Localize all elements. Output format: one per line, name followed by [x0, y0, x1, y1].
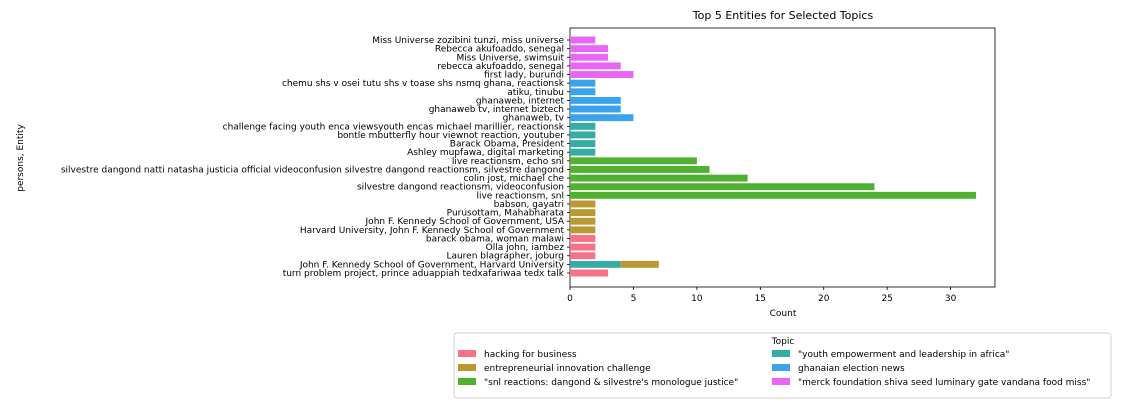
bar	[570, 105, 621, 113]
legend-label: ghanaian election news	[798, 364, 905, 374]
x-tick-label: 10	[691, 294, 703, 304]
bars-group	[570, 36, 976, 277]
x-tick-label: 20	[818, 294, 830, 304]
y-tick-label: chemu shs v osei tutu shs v toase shs ns…	[282, 79, 565, 89]
bar	[570, 252, 596, 260]
y-tick-label: Ashley mupfawa, digital marketing	[407, 148, 564, 158]
x-tick-label: 25	[881, 294, 892, 304]
x-tick-label: 30	[945, 294, 957, 304]
y-tick-label: colin jost, michael che	[464, 174, 565, 184]
y-tick-label: Lauren blagrapher, joburg	[446, 252, 564, 262]
y-tick-label: rebecca akufoaddo, senegal	[437, 62, 564, 72]
y-tick-label: Barack Obama, President	[450, 140, 565, 150]
bar	[570, 36, 596, 44]
bar	[570, 269, 609, 277]
legend-items: hacking for business entrepreneurial inno…	[458, 350, 1090, 388]
x-axis-title: Count	[770, 309, 797, 319]
y-tick-label: ghanaweb, internet	[476, 96, 565, 106]
bar	[570, 235, 596, 242]
legend-label: "merck foundation shiva seed luminary ga…	[798, 378, 1090, 388]
chart-title: Top 5 Entities for Selected Topics	[692, 9, 874, 22]
x-ticks: 0 5 10 15 20 25 30	[567, 287, 957, 304]
bar	[570, 226, 596, 234]
bar	[620, 260, 659, 268]
legend-swatch	[772, 350, 790, 357]
bar	[570, 183, 875, 191]
legend-swatch	[772, 378, 790, 385]
y-tick-label: ghanaweb tv, internet biztech	[429, 105, 564, 115]
bar	[570, 88, 596, 96]
legend-title: Topic	[771, 337, 795, 347]
y-tick-label: John F. Kennedy School of Government, US…	[365, 217, 565, 227]
y-tick-label: challenge facing youth enca viewsyouth e…	[223, 122, 565, 132]
legend-label: entrepreneurial innovation challenge	[484, 364, 651, 374]
bar	[570, 114, 634, 122]
y-tick-label: Rebecca akufoaddo, senegal	[435, 45, 564, 55]
y-tick-label: Miss Universe, swimsuit	[456, 53, 564, 63]
y-tick-label: live reactionsm, echo snl	[452, 157, 564, 167]
bar	[570, 45, 609, 53]
bar	[570, 79, 596, 87]
bar	[570, 140, 596, 148]
bar	[570, 122, 596, 130]
bar	[570, 174, 748, 182]
bar	[570, 165, 710, 173]
y-tick-labels: Miss Universe zozibini tunzi, miss unive…	[61, 36, 570, 279]
y-tick-label: Olla john, iambez	[486, 243, 565, 253]
y-tick-label: silvestre dangond reactionsm, videoconfu…	[357, 183, 564, 193]
legend-swatch	[458, 350, 476, 357]
bar	[570, 148, 596, 156]
y-tick-label: ghanaweb, tv	[503, 114, 565, 124]
bar	[570, 71, 634, 78]
legend-label: "snl reactions: dangond & silvestre's mo…	[484, 378, 738, 388]
y-tick-label: live reactionsm, snl	[476, 191, 564, 201]
x-tick-label: 15	[755, 294, 766, 304]
bar	[570, 209, 596, 217]
bar	[570, 53, 609, 61]
y-tick-label: Harvard University, John F. Kennedy Scho…	[300, 226, 565, 236]
bar	[570, 191, 976, 199]
legend: Topic hacking for business entrepreneuria…	[453, 332, 1112, 399]
legend-swatch	[458, 378, 476, 385]
y-tick-label: silvestre dangond natti natasha justicia…	[61, 165, 564, 175]
y-tick-label: Purusottam, Mahabharata	[447, 209, 564, 219]
legend-label: "youth empowerment and leadership in afr…	[798, 350, 1009, 360]
bar	[570, 260, 621, 268]
bar	[570, 157, 697, 165]
x-tick-label: 0	[567, 294, 573, 304]
legend-swatch	[458, 364, 476, 371]
bar	[570, 200, 596, 208]
legend-swatch	[772, 364, 790, 371]
y-tick-label: turn problem project, prince aduappiah t…	[283, 269, 565, 279]
y-tick-label: babson, gayatri	[494, 200, 564, 210]
bar	[570, 131, 596, 139]
y-tick-label: barack obama, woman malawi	[426, 234, 564, 244]
y-tick-label: Miss Universe zozibini tunzi, miss unive…	[372, 36, 564, 46]
x-tick-label: 5	[631, 294, 637, 304]
bar	[570, 243, 596, 251]
y-tick-label: atiku, tinubu	[507, 88, 564, 98]
y-axis-title: persons, Entity	[16, 124, 26, 192]
y-tick-label: John F. Kennedy School of Government, Ha…	[299, 260, 565, 270]
y-tick-label: bontle mbutterfly hour viewnot reaction,…	[337, 131, 564, 141]
bar	[570, 62, 621, 70]
legend-label: hacking for business	[484, 350, 577, 360]
bar	[570, 217, 596, 225]
bar	[570, 96, 621, 104]
y-tick-label: first lady, burundi	[484, 71, 564, 81]
